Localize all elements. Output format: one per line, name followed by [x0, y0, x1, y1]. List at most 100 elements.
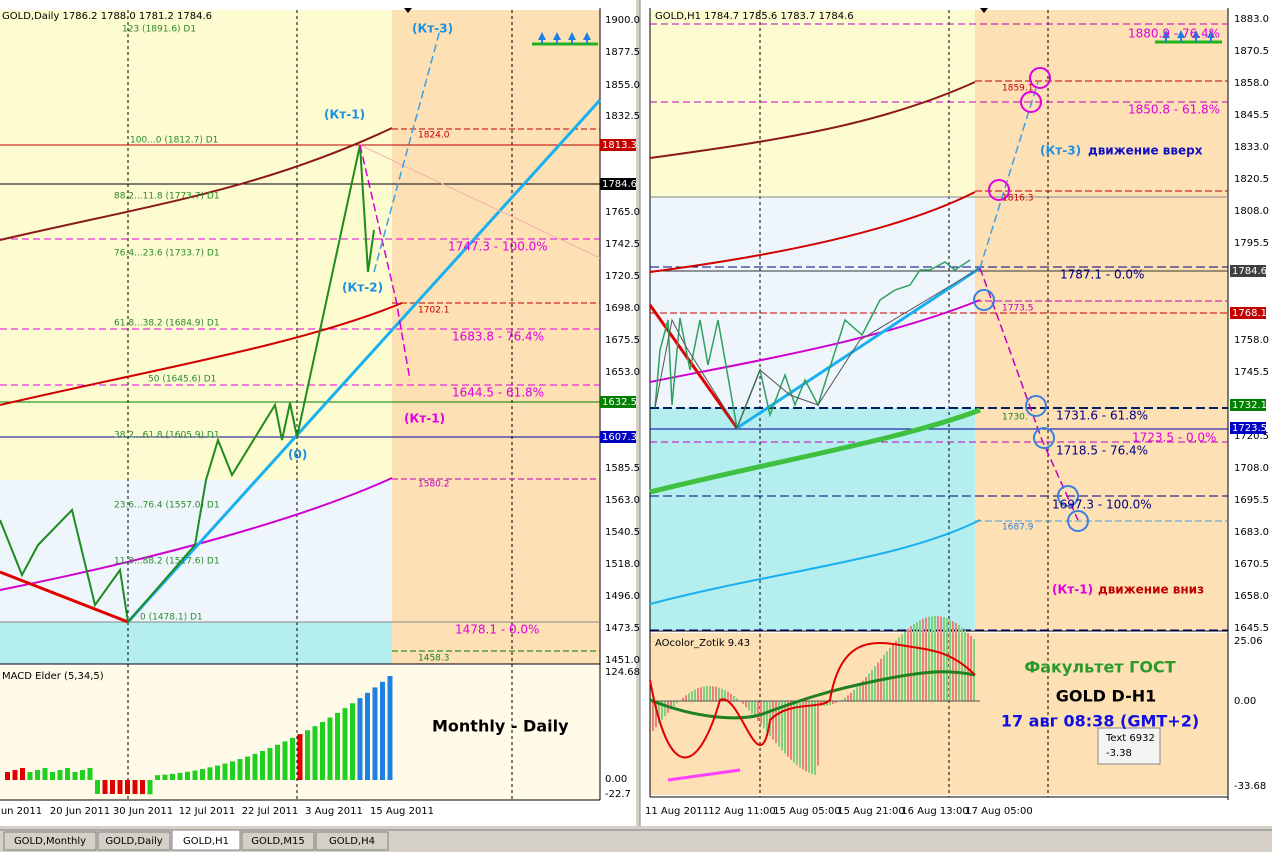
chart-header: GOLD,H1 1784.7 1785.6 1783.7 1784.6 [655, 11, 854, 22]
price-tick: 1855.0 [605, 80, 640, 91]
indicator-name: MACD Elder (5,34,5) [2, 671, 104, 682]
macd-bar [387, 676, 393, 780]
macd-bar [125, 780, 130, 794]
macd-bar [282, 741, 288, 780]
tab-label: GOLD,M15 [251, 836, 304, 847]
marker [404, 8, 412, 13]
caption: Monthly - Daily [432, 717, 569, 736]
ao-bar [853, 689, 855, 701]
macd-bar [342, 708, 348, 780]
ao-signal [649, 670, 976, 720]
ao-bar [691, 691, 693, 701]
ao-bar [718, 687, 720, 701]
ao-bar [754, 701, 756, 718]
trend-line [359, 144, 601, 259]
tab[interactable] [241, 831, 315, 851]
ao-bar [901, 634, 903, 701]
ao-bar [775, 701, 777, 744]
border [640, 0, 650, 826]
time-tick: 30 Jun 2011 [113, 806, 173, 817]
tab-label: GOLD,Daily [105, 836, 162, 847]
target-label: 1850.8 - 61.8% [1128, 103, 1220, 117]
price-tick: 1832.5 [605, 111, 640, 122]
macd-bar [155, 775, 160, 780]
ao-bar [811, 701, 813, 775]
marker [980, 8, 988, 13]
tab[interactable] [97, 831, 171, 851]
wave-label: (0) [288, 448, 307, 462]
price-tick: 1820.5 [1234, 174, 1269, 185]
price-tick: 1585.5 [605, 463, 640, 474]
ao-bar [856, 687, 858, 701]
macd-bar [87, 768, 93, 780]
time-tick: 12 Aug 11:00 [708, 806, 775, 817]
ao-bar [685, 695, 687, 701]
ao-bar [928, 616, 930, 701]
fib-label: 88.2...11.8 (1773.7) D1 [114, 192, 220, 202]
level-label: 1702.1 [418, 306, 450, 316]
ao-bar [952, 621, 954, 701]
macd-bar [327, 717, 333, 780]
price-tick: 1742.5 [605, 239, 640, 250]
level-label: 1824.0 [418, 131, 450, 141]
price-tick: 1675.5 [605, 335, 640, 346]
tab-label: GOLD,Monthly [14, 836, 86, 847]
target-label: 1644.5 - 61.8% [452, 386, 544, 400]
ao-bar [835, 701, 837, 703]
price-tick: 1745.5 [1234, 367, 1269, 378]
macd-bar [35, 770, 40, 780]
price-badge-label: 1632.5 [602, 397, 637, 408]
tab[interactable] [315, 831, 389, 851]
ao-bar [796, 701, 798, 766]
ao-bar [793, 701, 795, 763]
arrows [1162, 30, 1215, 42]
ma-line [649, 81, 976, 159]
fib-label: 11.8...88.2 (1517.6) D1 [114, 557, 220, 567]
macd-bar [57, 770, 63, 780]
macd-bar [237, 759, 243, 780]
wave-label: (Кт-1) [324, 108, 365, 122]
ao-bar [865, 677, 867, 701]
wave-label: (Кт-3) [1040, 144, 1081, 158]
indicator-tick: 0.00 [1234, 696, 1256, 707]
zone [0, 622, 392, 664]
ma-line [649, 407, 981, 495]
ao-bar [802, 701, 804, 770]
ao-bar [919, 620, 921, 701]
ao-bar [916, 621, 918, 701]
ao-bar [946, 618, 948, 701]
ao-bar [799, 701, 801, 768]
macd-bar [275, 744, 280, 780]
ao-bar [847, 695, 849, 701]
fib-label: 23.6...76.4 (1557.0) D1 [114, 501, 220, 511]
ao-bar [898, 637, 900, 701]
indicator-tick: 124.68 [605, 667, 640, 678]
tab[interactable] [3, 831, 97, 851]
macd-bar [42, 768, 48, 780]
time-tick: 12 Jul 2011 [179, 806, 236, 817]
indicator-tick: -33.68 [1234, 781, 1266, 792]
level-label: 1773.5 [1002, 304, 1034, 314]
ao-bar [874, 666, 876, 701]
price-tick: 1645.5 [1234, 623, 1269, 634]
ao-bar [892, 644, 894, 701]
ao-bar [694, 689, 696, 701]
ao-bar [805, 701, 807, 772]
move-label: движение вверх [1088, 144, 1203, 158]
macd-bar [320, 721, 325, 780]
ao-bar [709, 686, 711, 701]
ma-line [649, 299, 981, 383]
macd-bar [245, 756, 250, 780]
labels: GOLD,Daily 1786.2 1788.0 1781.2 1784.6 19… [0, 11, 1269, 847]
macd-bar [267, 747, 273, 780]
ma-line [0, 302, 403, 406]
time-tick: 11 Aug 2011 [645, 806, 709, 817]
price-badge [1230, 399, 1266, 411]
zone [975, 10, 1228, 630]
caption: 17 авг 08:38 (GMT+2) [1001, 712, 1199, 731]
macd-bar [5, 772, 10, 780]
ao-bar [871, 669, 873, 701]
macd-bar [132, 780, 138, 794]
tab[interactable] [171, 829, 241, 851]
ao-bar [658, 701, 660, 724]
